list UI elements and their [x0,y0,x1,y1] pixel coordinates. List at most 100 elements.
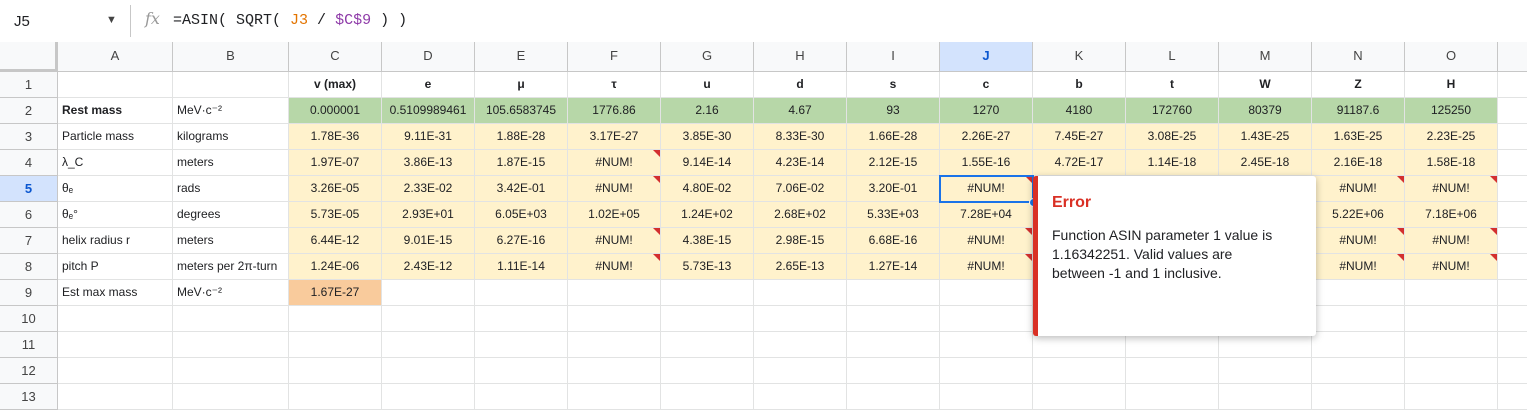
cell-j3[interactable]: 2.26E-27 [940,124,1033,150]
cell-k3[interactable]: 7.45E-27 [1033,124,1126,150]
cell-k4[interactable]: 4.72E-17 [1033,150,1126,176]
cell-c2[interactable]: 0.000001 [289,98,382,124]
cell-e2[interactable]: 105.6583745 [475,98,568,124]
name-box[interactable]: J5 ▼ [0,5,131,37]
cell-b12[interactable] [173,358,289,384]
cell-e4[interactable]: 1.87E-15 [475,150,568,176]
cell-f4[interactable]: #NUM! [568,150,661,176]
cell-o13[interactable] [1405,384,1498,410]
column-header-i[interactable]: I [847,42,940,72]
cell-b1[interactable] [173,72,289,98]
cell-j6[interactable]: 7.28E+04 [940,202,1033,228]
cell-h5[interactable]: 7.06E-02 [754,176,847,202]
cell-o3[interactable]: 2.23E-25 [1405,124,1498,150]
cell-k1[interactable]: b [1033,72,1126,98]
cell-j12[interactable] [940,358,1033,384]
cell-i6[interactable]: 5.33E+03 [847,202,940,228]
cell-k12[interactable] [1033,358,1126,384]
cell-n10[interactable] [1312,306,1405,332]
cell-a7[interactable]: helix radius r [58,228,173,254]
cell-l1[interactable]: t [1126,72,1219,98]
column-header-d[interactable]: D [382,42,475,72]
cell-g12[interactable] [661,358,754,384]
cell-c4[interactable]: 1.97E-07 [289,150,382,176]
cell-d10[interactable] [382,306,475,332]
cell-o7[interactable]: #NUM! [1405,228,1498,254]
formula-input[interactable]: =ASIN( SQRT( J3 / $C$9 ) ) [173,12,407,29]
cell-a3[interactable]: Particle mass [58,124,173,150]
column-header-a[interactable]: A [58,42,173,72]
cell-p7[interactable] [1498,228,1527,254]
cell-p1[interactable] [1498,72,1527,98]
column-header-j[interactable]: J [940,42,1033,72]
cell-c8[interactable]: 1.24E-06 [289,254,382,280]
cell-g9[interactable] [661,280,754,306]
cell-o12[interactable] [1405,358,1498,384]
cell-f13[interactable] [568,384,661,410]
cell-a1[interactable] [58,72,173,98]
cell-i7[interactable]: 6.68E-16 [847,228,940,254]
row-header-8[interactable]: 8 [0,254,58,280]
cell-e1[interactable]: μ [475,72,568,98]
row-header-9[interactable]: 9 [0,280,58,306]
cell-o1[interactable]: H [1405,72,1498,98]
cell-i5[interactable]: 3.20E-01 [847,176,940,202]
cell-h12[interactable] [754,358,847,384]
cell-b4[interactable]: meters [173,150,289,176]
cell-j13[interactable] [940,384,1033,410]
cell-p12[interactable] [1498,358,1527,384]
row-header-2[interactable]: 2 [0,98,58,124]
cell-j8[interactable]: #NUM! [940,254,1033,280]
cell-m11[interactable] [1219,332,1312,358]
row-header-3[interactable]: 3 [0,124,58,150]
cell-g8[interactable]: 5.73E-13 [661,254,754,280]
row-header-5[interactable]: 5 [0,176,58,202]
cell-d3[interactable]: 9.11E-31 [382,124,475,150]
cell-a8[interactable]: pitch P [58,254,173,280]
cell-p6[interactable] [1498,202,1527,228]
dropdown-arrow-icon[interactable]: ▼ [106,14,117,26]
cell-n9[interactable] [1312,280,1405,306]
cell-e10[interactable] [475,306,568,332]
cell-c11[interactable] [289,332,382,358]
cell-o10[interactable] [1405,306,1498,332]
cell-n12[interactable] [1312,358,1405,384]
cell-h11[interactable] [754,332,847,358]
cell-n8[interactable]: #NUM! [1312,254,1405,280]
column-header-h[interactable]: H [754,42,847,72]
cell-e3[interactable]: 1.88E-28 [475,124,568,150]
cell-p2[interactable] [1498,98,1527,124]
cell-p3[interactable] [1498,124,1527,150]
cell-p5[interactable] [1498,176,1527,202]
cell-d12[interactable] [382,358,475,384]
cell-b2[interactable]: MeV·c⁻² [173,98,289,124]
cell-e5[interactable]: 3.42E-01 [475,176,568,202]
cell-f9[interactable] [568,280,661,306]
cell-n4[interactable]: 2.16E-18 [1312,150,1405,176]
cell-a6[interactable]: θₑ° [58,202,173,228]
cell-h2[interactable]: 4.67 [754,98,847,124]
cell-f10[interactable] [568,306,661,332]
cell-i12[interactable] [847,358,940,384]
cell-p13[interactable] [1498,384,1527,410]
cell-e6[interactable]: 6.05E+03 [475,202,568,228]
cell-f12[interactable] [568,358,661,384]
cell-h6[interactable]: 2.68E+02 [754,202,847,228]
cell-f2[interactable]: 1776.86 [568,98,661,124]
cell-c9[interactable]: 1.67E-27 [289,280,382,306]
cell-g3[interactable]: 3.85E-30 [661,124,754,150]
cell-l11[interactable] [1126,332,1219,358]
cell-l4[interactable]: 1.14E-18 [1126,150,1219,176]
cell-d1[interactable]: e [382,72,475,98]
cell-j2[interactable]: 1270 [940,98,1033,124]
cell-h8[interactable]: 2.65E-13 [754,254,847,280]
cell-i2[interactable]: 93 [847,98,940,124]
cell-n5[interactable]: #NUM! [1312,176,1405,202]
cell-h13[interactable] [754,384,847,410]
row-header-12[interactable]: 12 [0,358,58,384]
cell-b7[interactable]: meters [173,228,289,254]
cell-n3[interactable]: 1.63E-25 [1312,124,1405,150]
cell-h9[interactable] [754,280,847,306]
cell-f7[interactable]: #NUM! [568,228,661,254]
cell-a2[interactable]: Rest mass [58,98,173,124]
